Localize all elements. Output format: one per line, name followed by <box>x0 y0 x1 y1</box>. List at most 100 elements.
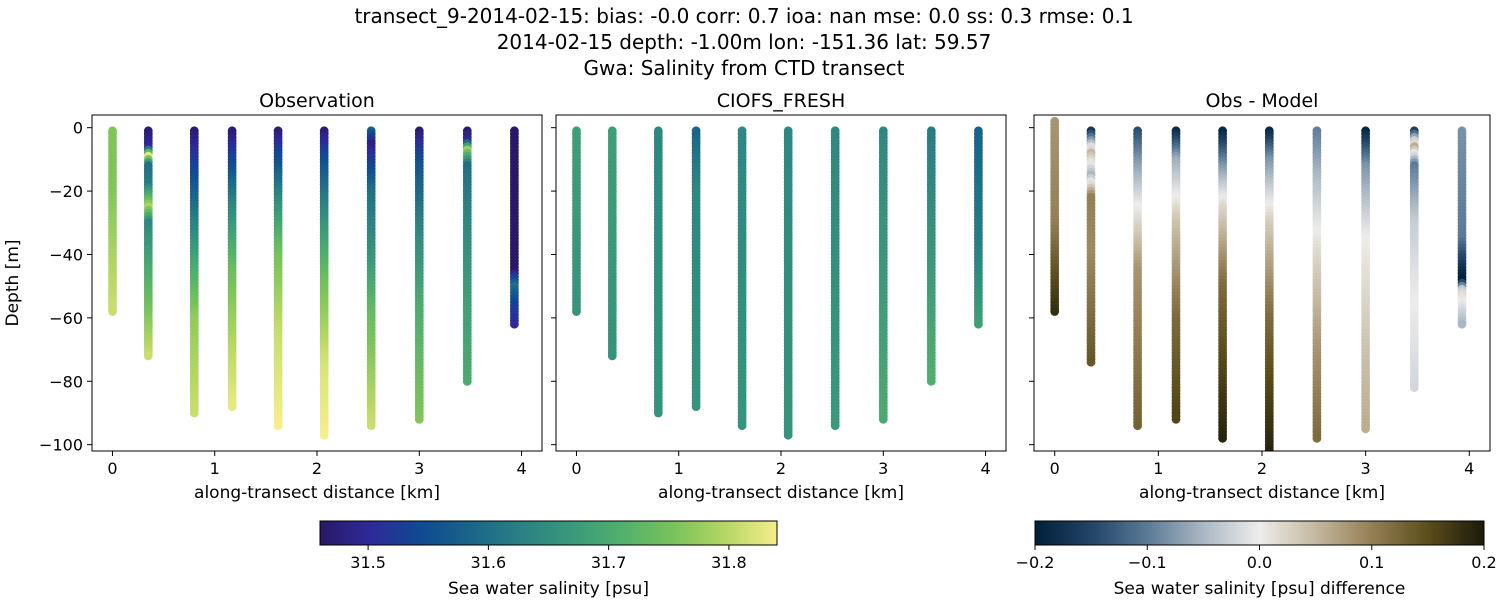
x-tick-label: 2 <box>1257 459 1267 478</box>
x-tick-label: 4 <box>980 459 990 478</box>
profile-1 <box>1050 116 1060 316</box>
profile-6 <box>319 126 329 440</box>
x-tick-label: 3 <box>878 459 888 478</box>
data-point <box>1457 319 1467 329</box>
x-axis-label: along-transect distance [km] <box>658 483 904 503</box>
data-point <box>319 430 329 440</box>
panel-title: CIOFS_FRESH <box>717 90 845 112</box>
colorbar-tick-label: 31.7 <box>591 553 627 572</box>
axes-frame <box>555 114 1007 452</box>
profile-9 <box>1409 126 1419 392</box>
profile-2 <box>143 126 153 361</box>
profile-10 <box>510 126 519 329</box>
data-point <box>1171 414 1181 424</box>
profile-3 <box>653 126 663 418</box>
colorbar-tick-label: 31.6 <box>471 553 507 572</box>
profile-9 <box>926 126 936 386</box>
colorbar-tick-label: 0.2 <box>1471 553 1496 572</box>
title-line-1: transect_9-2014-02-15: bias: -0.0 corr: … <box>354 4 1133 28</box>
x-tick-label: 4 <box>516 459 526 478</box>
profile-6 <box>783 126 793 440</box>
colorbar-tick-label: −0.1 <box>1128 553 1167 572</box>
profile-8 <box>878 126 888 424</box>
x-tick-label: 3 <box>1361 459 1371 478</box>
axes-frame <box>91 114 543 452</box>
profile-9 <box>462 126 472 386</box>
data-point <box>227 402 237 411</box>
profile-1 <box>572 126 581 316</box>
data-point <box>1312 433 1322 443</box>
profile-3 <box>1133 126 1142 430</box>
colorbar-tick-label: 31.8 <box>711 553 747 572</box>
x-tick-label: 1 <box>1153 459 1163 478</box>
panels: 0 1 2 3 4 0 −20 −40 −60 −80 −100 Observation along-t… <box>3 90 1491 503</box>
colorbar-salinity: 31.5 31.6 31.7 31.8 Sea water salinity [psu] <box>319 520 778 599</box>
y-tick-label: −60 <box>49 309 83 328</box>
y-tick-label: −40 <box>49 245 83 264</box>
colorbar-tick-label: 0.1 <box>1359 553 1384 572</box>
data-point <box>414 414 424 424</box>
profile-8 <box>1361 126 1370 434</box>
title-line-2: 2014-02-15 depth: -1.00m lon: -151.36 la… <box>497 30 992 54</box>
y-axis-label: Depth [m] <box>3 239 23 326</box>
data-point <box>510 319 519 329</box>
profile-2 <box>607 126 617 361</box>
profile-5 <box>737 126 747 430</box>
data-point <box>830 421 840 430</box>
data-point <box>783 430 793 440</box>
data-point <box>462 376 472 386</box>
x-tick-label: 1 <box>210 459 220 478</box>
profile-7 <box>1312 126 1322 443</box>
profile-7 <box>830 126 840 430</box>
profile-1 <box>108 126 117 316</box>
data-point <box>737 421 747 430</box>
data-point <box>974 319 983 329</box>
data-point <box>691 402 701 411</box>
y-tick-label: −100 <box>39 436 83 455</box>
x-tick-label: 0 <box>571 459 581 478</box>
y-tick-label: −20 <box>49 182 83 201</box>
data-point <box>607 351 617 361</box>
x-tick-label: 2 <box>776 459 786 478</box>
panel-2: 0 1 2 3 4 CIOFS_FRESH along-transect distance … <box>551 90 1007 503</box>
data-point <box>1050 307 1060 316</box>
profile-6 <box>1264 126 1274 451</box>
y-tick-label: 0 <box>73 119 83 138</box>
profile-10 <box>974 126 983 329</box>
panel-title: Observation <box>259 90 375 112</box>
colorbar-tick-label: 31.5 <box>350 553 386 572</box>
data-point <box>143 351 153 361</box>
colorbars: 31.5 31.6 31.7 31.8 Sea water salinity [psu]… <box>319 520 1497 599</box>
profile-7 <box>366 126 376 430</box>
colorbar-gradient <box>319 520 778 546</box>
title-line-3: Gwa: Salinity from CTD transect <box>584 56 905 80</box>
colorbar-difference: −0.2 −0.1 0.0 0.1 0.2 Sea water salinity [psu… <box>1016 520 1497 599</box>
data-point <box>1218 433 1227 443</box>
data-point <box>653 408 663 418</box>
axes-frame <box>1033 114 1491 452</box>
colorbar-tick-label: 0.0 <box>1247 553 1272 572</box>
profile-4 <box>1171 126 1181 424</box>
profile-5 <box>1218 126 1227 443</box>
data-point <box>878 414 888 424</box>
data-point <box>1361 424 1370 434</box>
profiles <box>572 126 983 440</box>
data-point <box>1133 421 1142 430</box>
data-point <box>366 421 376 430</box>
profile-3 <box>189 126 199 418</box>
colorbar-label: Sea water salinity [psu] difference <box>1114 579 1406 599</box>
profiles <box>1050 116 1467 451</box>
colorbar-gradient <box>1034 520 1485 546</box>
data-point <box>189 408 199 418</box>
x-tick-label: 0 <box>107 459 117 478</box>
profile-5 <box>273 126 283 430</box>
x-tick-label: 1 <box>674 459 684 478</box>
profile-4 <box>227 126 237 411</box>
data-point <box>572 307 581 316</box>
x-tick-label: 4 <box>1464 459 1474 478</box>
x-tick-label: 3 <box>414 459 424 478</box>
panel-1: 0 1 2 3 4 0 −20 −40 −60 −80 −100 Observation along-t… <box>3 90 543 503</box>
x-tick-label: 0 <box>1050 459 1060 478</box>
data-point <box>926 376 936 386</box>
